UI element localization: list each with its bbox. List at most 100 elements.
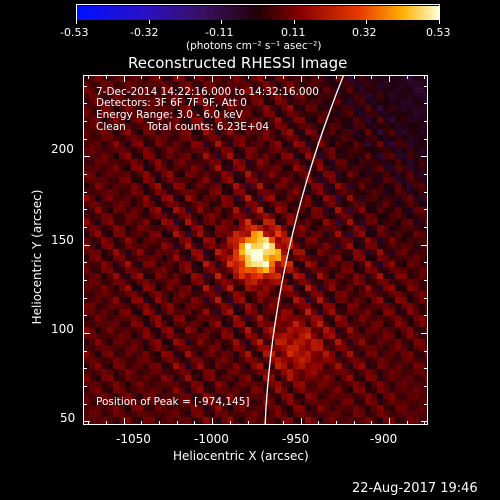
method-text: Clean xyxy=(96,121,126,133)
y-tick-mark xyxy=(83,227,87,229)
y-tick-label: 100 xyxy=(51,322,74,336)
x-axis-title: Heliocentric X (arcsec) xyxy=(173,449,309,463)
total-counts-text: Total counts: 6.23E+04 xyxy=(147,121,270,133)
y-tick-mark xyxy=(421,244,428,246)
y-tick-mark xyxy=(421,421,428,423)
x-tick-mark xyxy=(194,75,196,79)
colorbar-tick-label: 0.53 xyxy=(426,26,451,39)
colorbar-tick-mark xyxy=(221,20,223,24)
x-tick-mark xyxy=(336,421,337,425)
colorbar-tick-mark xyxy=(148,20,150,24)
y-tick-label: 50 xyxy=(60,411,76,425)
x-tick-mark xyxy=(106,421,107,425)
y-tick-mark xyxy=(83,350,87,352)
x-tick-mark xyxy=(229,75,231,79)
x-tick-mark xyxy=(371,75,373,79)
x-tick-mark xyxy=(123,418,125,425)
x-tick-mark xyxy=(265,421,267,425)
solar-limb-line xyxy=(264,75,345,425)
x-tick-mark xyxy=(123,75,125,82)
x-tick-mark xyxy=(247,421,249,425)
x-tick-mark xyxy=(176,75,178,79)
colorbar xyxy=(76,4,440,20)
y-tick-mark xyxy=(424,138,428,140)
y-tick-mark xyxy=(424,209,428,211)
y-tick-mark xyxy=(83,103,87,105)
x-tick-mark xyxy=(318,75,320,79)
colorbar-tick-mark xyxy=(293,20,295,24)
x-tick-mark xyxy=(141,421,143,425)
y-tick-mark xyxy=(424,386,428,388)
y-tick-mark xyxy=(424,297,428,299)
y-tick-mark xyxy=(424,85,428,87)
x-tick-mark xyxy=(212,75,214,82)
y-tick-mark xyxy=(83,421,90,423)
x-tick-mark xyxy=(282,75,284,79)
x-tick-label: -950 xyxy=(282,432,310,446)
y-tick-mark xyxy=(424,227,428,229)
y-tick-mark xyxy=(83,138,87,140)
plot-title: Reconstructed RHESSI Image xyxy=(128,54,348,72)
x-tick-mark xyxy=(336,75,337,79)
colorbar-tick-mark xyxy=(366,20,368,24)
x-tick-mark xyxy=(389,75,391,82)
rhessi-image xyxy=(83,75,428,425)
x-tick-mark xyxy=(247,75,249,79)
x-tick-mark xyxy=(212,418,214,425)
y-tick-mark xyxy=(83,297,87,299)
x-tick-mark xyxy=(88,75,90,79)
x-tick-mark xyxy=(282,421,284,425)
x-tick-mark xyxy=(406,75,408,79)
colorbar-tick-label: -0.32 xyxy=(130,26,159,39)
y-tick-mark xyxy=(83,85,87,87)
x-tick-mark xyxy=(389,418,391,425)
y-tick-mark xyxy=(83,280,87,282)
y-tick-mark xyxy=(424,173,428,175)
y-tick-mark xyxy=(83,191,87,193)
colorbar-tick-mark xyxy=(439,20,440,24)
x-tick-mark xyxy=(300,418,302,425)
time-range-text: 7-Dec-2014 14:22:16.000 to 14:32:16.000 xyxy=(96,86,319,98)
detectors-text: Detectors: 3F 6F 7F 9F, Att 0 xyxy=(96,97,247,109)
x-tick-label: -900 xyxy=(370,432,398,446)
colorbar-tick-label: -0.53 xyxy=(60,26,89,39)
energy-range-text: Energy Range: 3.0 - 6.0 keV xyxy=(96,109,243,121)
x-tick-mark xyxy=(424,75,426,79)
x-tick-mark xyxy=(176,421,178,425)
y-tick-mark xyxy=(83,262,87,264)
y-tick-mark xyxy=(424,315,428,317)
y-tick-label: 200 xyxy=(51,142,74,156)
x-tick-mark xyxy=(406,421,408,425)
y-tick-mark xyxy=(424,120,428,122)
x-tick-mark xyxy=(353,421,355,425)
colorbar-tick-label: 0.32 xyxy=(352,26,377,39)
y-tick-mark xyxy=(421,156,428,158)
colorbar-gradient xyxy=(77,6,439,20)
x-tick-mark xyxy=(88,421,90,425)
x-tick-mark xyxy=(300,75,302,82)
y-tick-label: 150 xyxy=(51,233,74,247)
y-tick-mark xyxy=(424,262,428,264)
colorbar-tick-label: -0.11 xyxy=(205,26,234,39)
y-tick-mark xyxy=(83,386,87,388)
y-tick-mark xyxy=(83,209,87,211)
peak-position-text: Position of Peak = [-974,145] xyxy=(96,396,250,408)
x-tick-mark xyxy=(265,75,267,79)
x-tick-mark xyxy=(141,75,143,79)
y-tick-mark xyxy=(421,333,428,335)
y-tick-mark xyxy=(424,403,428,405)
x-tick-mark xyxy=(353,75,355,79)
colorbar-unit-label: (photons cm⁻² s⁻¹ asec⁻²) xyxy=(186,40,322,52)
image-pixels xyxy=(83,75,428,425)
y-axis-title: Heliocentric Y (arcsec) xyxy=(30,189,44,325)
y-tick-mark xyxy=(83,244,90,246)
x-tick-mark xyxy=(229,421,231,425)
x-tick-mark xyxy=(159,421,161,425)
y-tick-mark xyxy=(83,403,87,405)
x-tick-mark xyxy=(194,421,196,425)
y-tick-mark xyxy=(83,333,90,335)
y-tick-mark xyxy=(424,280,428,282)
y-tick-mark xyxy=(424,368,428,370)
x-tick-label: -1000 xyxy=(194,432,229,446)
y-tick-mark xyxy=(83,368,87,370)
